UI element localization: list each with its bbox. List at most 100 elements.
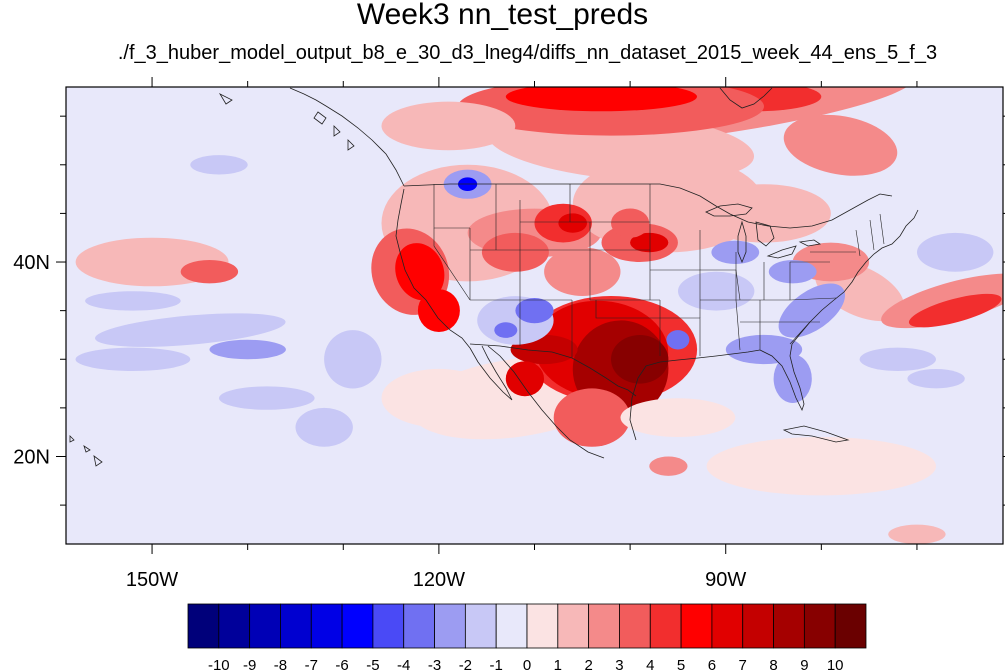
atlantic-coastline (791, 209, 919, 345)
contour-region (381, 368, 497, 428)
hudson-bay-coastline (719, 87, 773, 109)
colorbar-swatch (834, 603, 867, 649)
colorbar-label: -9 (243, 657, 256, 672)
contour-region (481, 232, 549, 272)
state-boundaries (433, 184, 885, 358)
colorbar-label: -6 (335, 657, 348, 672)
contour-region (558, 213, 587, 233)
colorbar-swatch (464, 603, 497, 649)
contour-region (783, 114, 898, 176)
mexico-west-coastline (487, 345, 605, 459)
axis-tick-labels: 150W 120W 90W 40N 20N (13, 252, 746, 591)
colorbar-swatch (341, 603, 374, 649)
colorbar-label: -8 (274, 657, 287, 672)
contour-region (649, 456, 688, 476)
canada-border (403, 183, 893, 229)
contour-region (180, 260, 239, 284)
colorbar-swatch (680, 603, 713, 649)
contour-region (888, 524, 946, 544)
colorbar-label: 6 (708, 657, 716, 672)
colorbar-swatch (803, 603, 836, 649)
cuba-coastline (782, 425, 850, 443)
contour-region (666, 330, 690, 350)
contour-region (209, 339, 286, 360)
contour-region (859, 347, 936, 371)
colorbar-label: -5 (366, 657, 379, 672)
contour-region (630, 232, 669, 253)
contour-region (417, 289, 460, 332)
contour-region (85, 291, 181, 311)
colorbar-swatch (619, 603, 651, 649)
contour-region (515, 298, 554, 324)
contour-region (190, 155, 248, 175)
political-boundaries (69, 87, 919, 467)
colorbar-label: -4 (397, 657, 410, 672)
colorbar-label: -1 (490, 657, 503, 672)
contour-region (218, 386, 315, 410)
contour-region (697, 184, 831, 243)
contour-region (778, 283, 846, 338)
colorbar-label: 8 (769, 657, 777, 672)
contour-region (620, 398, 736, 437)
lake-erie (766, 245, 797, 259)
colorbar-label: -10 (208, 657, 230, 672)
alaska-islands (218, 93, 355, 151)
colorbar-label: -7 (305, 657, 318, 672)
contour-region (295, 407, 353, 447)
colorbar-swatch (434, 603, 466, 649)
colorbar-swatch (742, 603, 774, 649)
figure-title: Week3 nn_test_preds (356, 0, 649, 31)
contour-region (711, 240, 760, 264)
figure-subtitle: ./f_3_huber_model_output_b8_e_30_d3_lneg… (117, 42, 938, 64)
axis-ticks (56, 77, 1005, 554)
colorbar-label: 3 (615, 657, 623, 672)
gulf-west-coastline (629, 349, 761, 441)
colorbar-label: 2 (584, 657, 592, 672)
contour-region (908, 293, 1002, 328)
contour-region (95, 313, 286, 347)
colorbar-swatch (495, 603, 528, 649)
contour-region (381, 101, 516, 151)
contour-field (66, 87, 1003, 544)
contour-region (725, 334, 803, 365)
colorbar-label: 7 (739, 657, 747, 672)
colorbar-swatch (711, 603, 744, 649)
lat-tick-label: 40N (13, 252, 50, 274)
florida-coastline (759, 343, 805, 412)
contour-region (544, 247, 621, 296)
contour-region (75, 347, 191, 371)
contour-region (917, 232, 994, 272)
hawaii-islands (69, 435, 103, 467)
contour-regions (75, 87, 1003, 544)
colorbar-label: 9 (800, 657, 808, 672)
colorbar: -10 -9 -8 -7 -6 -5 -4 -3 -2 -1 0 1 2 3 4 5 6 7 8 9 10 (187, 603, 867, 672)
colorbar-label: 10 (827, 657, 844, 672)
contour-region (505, 361, 544, 397)
colorbar-label: 5 (677, 657, 685, 672)
lat-tick-label: 20N (13, 446, 50, 468)
mexico-border (469, 343, 637, 397)
contour-region (706, 437, 936, 496)
bc-coastline (289, 87, 405, 187)
colorbar-swatch (372, 603, 405, 649)
lake-michigan (737, 220, 747, 264)
colorbar-swatch (588, 603, 620, 649)
colorbar-swatch (249, 603, 281, 649)
colorbar-swatch (773, 603, 805, 649)
contour-region (768, 260, 817, 284)
baja-coastline (469, 345, 513, 401)
lake-huron (755, 221, 775, 247)
colorbar-swatch (403, 603, 435, 649)
colorbar-swatch (557, 603, 590, 649)
contour-region (494, 322, 518, 338)
colorbar-label: 4 (646, 657, 654, 672)
colorbar-label: 1 (554, 657, 562, 672)
contour-region (611, 335, 669, 384)
contour-region (678, 271, 755, 311)
us-west-coastline (395, 188, 471, 349)
colorbar-swatch (187, 603, 220, 649)
contour-region (773, 354, 812, 404)
colorbar-swatch (310, 603, 343, 649)
